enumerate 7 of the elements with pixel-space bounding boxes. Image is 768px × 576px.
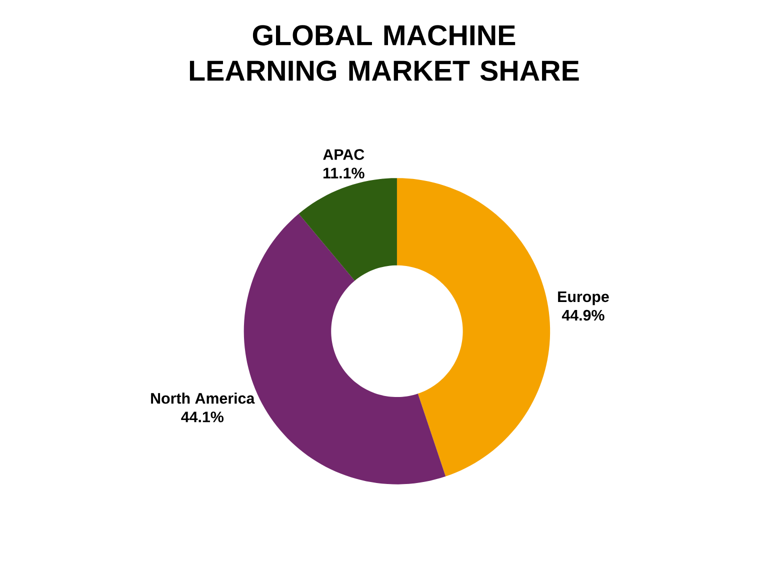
data-label: 44.9% <box>562 310 604 321</box>
data-label: 44.1% <box>181 412 224 422</box>
data-label: 11.1% <box>324 168 364 178</box>
slice-label: North America <box>151 392 255 404</box>
slice-label: APAC <box>323 149 364 160</box>
chart-title: GLOBAL MACHINE LEARNING MARKET SHARE <box>190 25 579 81</box>
slice-label: Europe <box>558 291 609 306</box>
